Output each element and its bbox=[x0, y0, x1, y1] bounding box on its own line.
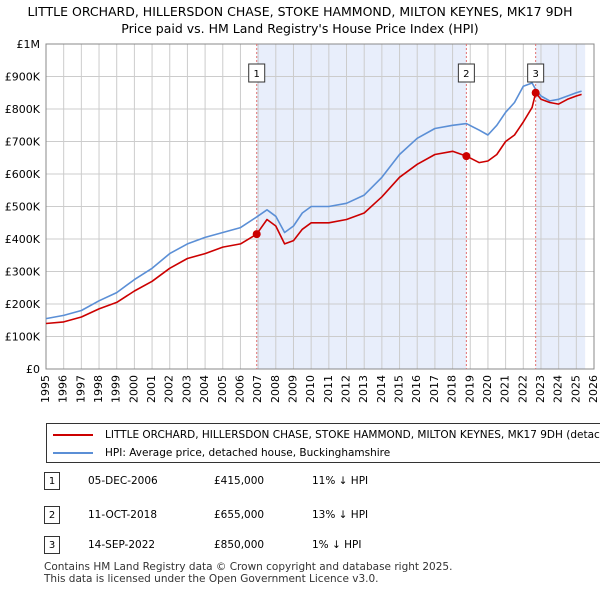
x-tick-label: 1995 bbox=[39, 375, 52, 403]
x-tick-label: 2001 bbox=[145, 375, 158, 403]
legend-label-hpi: HPI: Average price, detached house, Buck… bbox=[105, 447, 391, 459]
x-tick-label: 2022 bbox=[516, 375, 529, 403]
sale-label-box bbox=[527, 63, 545, 83]
x-tick-label: 1997 bbox=[74, 375, 87, 403]
x-tick-label: 2012 bbox=[340, 375, 353, 403]
x-tick-label: 2011 bbox=[322, 375, 335, 403]
x-tick-label: 2003 bbox=[180, 375, 193, 403]
y-tick-label: £400K bbox=[5, 233, 41, 246]
sale-label-box bbox=[248, 63, 266, 83]
sale-hpi-diff: 13% ↓ HPI bbox=[312, 509, 369, 521]
x-tick-label: 2002 bbox=[163, 375, 176, 403]
table-row: 3 14-SEP-2022 £850,000 1% ↓ HPI bbox=[44, 536, 444, 556]
chart-subtitle: Price paid vs. HM Land Registry's House … bbox=[121, 21, 479, 36]
x-tick-label: 2023 bbox=[534, 375, 547, 403]
table-row: 2 11-OCT-2018 £655,000 13% ↓ HPI bbox=[44, 506, 444, 526]
y-tick-label: £100K bbox=[5, 331, 41, 344]
x-tick-label: 2000 bbox=[127, 375, 140, 403]
table-row: 1 05-DEC-2006 £415,000 11% ↓ HPI bbox=[44, 472, 444, 492]
x-tick-label: 2020 bbox=[481, 375, 494, 403]
sale-date: 14-SEP-2022 bbox=[88, 539, 156, 551]
sale-label: 2 bbox=[463, 69, 469, 80]
legend-swatch-hpi bbox=[53, 452, 93, 454]
sale-price: £415,000 bbox=[214, 475, 265, 487]
x-tick-label: 2010 bbox=[304, 375, 317, 403]
sale-price: £850,000 bbox=[214, 539, 265, 551]
y-tick-label: £700K bbox=[5, 136, 41, 149]
hpi-series-line bbox=[45, 82, 582, 320]
y-tick-label: £900K bbox=[5, 71, 41, 84]
sale-point bbox=[531, 88, 540, 97]
x-tick-label: 2006 bbox=[233, 375, 246, 403]
sale-label-box bbox=[457, 63, 475, 83]
legend-label-property: LITTLE ORCHARD, HILLERSDON CHASE, STOKE … bbox=[105, 429, 600, 441]
sale-hpi-diff: 11% ↓ HPI bbox=[312, 475, 369, 487]
sale-number-badge: 2 bbox=[44, 506, 60, 524]
y-tick-label: £1M bbox=[17, 38, 41, 51]
property-series-line bbox=[45, 92, 582, 325]
legend-item-property: LITTLE ORCHARD, HILLERSDON CHASE, STOKE … bbox=[53, 427, 600, 443]
sale-label: 1 bbox=[254, 69, 260, 80]
sale-point bbox=[252, 230, 261, 239]
x-tick-label: 1998 bbox=[92, 375, 105, 403]
y-tick-label: £300K bbox=[5, 266, 41, 279]
sale-number-badge: 3 bbox=[44, 536, 60, 554]
legend-swatch-property bbox=[53, 434, 93, 436]
x-tick-label: 2007 bbox=[251, 375, 264, 403]
sale-label: 3 bbox=[532, 69, 538, 80]
x-tick-label: 2013 bbox=[357, 375, 370, 403]
x-tick-label: 2004 bbox=[198, 375, 211, 403]
x-tick-label: 1996 bbox=[57, 375, 70, 403]
x-tick-label: 2014 bbox=[375, 375, 388, 403]
x-tick-label: 2026 bbox=[587, 375, 600, 403]
x-tick-label: 2017 bbox=[428, 375, 441, 403]
x-tick-label: 2009 bbox=[286, 375, 299, 403]
x-tick-label: 2019 bbox=[463, 375, 476, 403]
y-tick-label: £600K bbox=[5, 168, 41, 181]
sale-number-badge: 1 bbox=[44, 472, 60, 490]
y-tick-label: £800K bbox=[5, 103, 41, 116]
x-tick-label: 2015 bbox=[393, 375, 406, 403]
y-tick-label: £200K bbox=[5, 298, 41, 311]
plot-frame bbox=[45, 43, 595, 370]
x-tick-label: 2025 bbox=[569, 375, 582, 403]
chart-legend: LITTLE ORCHARD, HILLERSDON CHASE, STOKE … bbox=[46, 423, 600, 463]
sale-hpi-diff: 1% ↓ HPI bbox=[312, 539, 362, 551]
sale-date: 05-DEC-2006 bbox=[88, 475, 158, 487]
x-tick-label: 1999 bbox=[110, 375, 123, 403]
footer-licence: This data is licensed under the Open Gov… bbox=[44, 573, 379, 585]
x-tick-label: 2021 bbox=[499, 375, 512, 403]
x-tick-label: 2008 bbox=[269, 375, 282, 403]
y-tick-label: £500K bbox=[5, 201, 41, 214]
y-tick-label: £0 bbox=[26, 363, 40, 376]
x-tick-label: 2024 bbox=[552, 375, 565, 403]
x-tick-label: 2018 bbox=[446, 375, 459, 403]
sale-price: £655,000 bbox=[214, 509, 265, 521]
x-tick-label: 2005 bbox=[216, 375, 229, 403]
sale-point bbox=[462, 152, 471, 161]
chart-title-address: LITTLE ORCHARD, HILLERSDON CHASE, STOKE … bbox=[27, 4, 573, 19]
legend-item-hpi: HPI: Average price, detached house, Buck… bbox=[53, 445, 390, 461]
x-tick-label: 2016 bbox=[410, 375, 423, 403]
sale-date: 11-OCT-2018 bbox=[88, 509, 157, 521]
footer-copyright: Contains HM Land Registry data © Crown c… bbox=[44, 561, 453, 573]
price-chart: £0 £100K £200K £300K £400K £500K £600K £700K £80… bbox=[5, 38, 600, 403]
